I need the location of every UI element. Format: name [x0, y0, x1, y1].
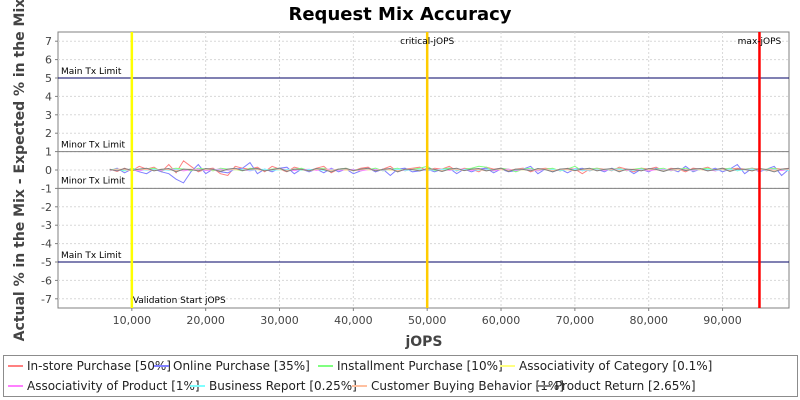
x-tick-label: 80,000: [629, 314, 668, 327]
legend-swatch: [154, 365, 169, 367]
legend-item: Online Purchase [35%]: [154, 358, 310, 374]
legend-label: Associativity of Category [0.1%]: [519, 359, 713, 373]
vertical-marker-label: max-jOPS: [738, 37, 782, 47]
y-tick-label: 7: [45, 35, 52, 48]
horizontal-marker-label: Minor Tx Limit: [61, 176, 126, 186]
legend-swatch: [536, 385, 551, 387]
legend-item: Associativity of Category [0.1%]: [500, 358, 712, 374]
x-tick-label: 90,000: [703, 314, 742, 327]
vertical-marker-label: Validation Start jOPS: [133, 296, 226, 306]
y-tick-label: -3: [41, 219, 52, 232]
axes: -7 -6 -5 -4 -3 -2 -1 0 1 2 3 4 5 6 7 10,000 20,000 30,000…: [41, 35, 742, 327]
y-tick-label: 5: [45, 72, 52, 85]
legend: In-store Purchase [50%] Online Purchase […: [3, 355, 798, 397]
x-tick-label: 20,000: [186, 314, 225, 327]
legend-label: Online Purchase [35%]: [173, 359, 310, 373]
legend-item: Installment Purchase [10%]: [318, 358, 503, 374]
x-axis-label: jOPS: [404, 334, 442, 350]
y-axis-label: Actual % in the Mix - Expected % in the …: [12, 0, 28, 341]
series-line: [109, 167, 790, 173]
legend-label: Associativity of Product [1%]: [27, 379, 200, 393]
x-tick-label: 50,000: [408, 314, 447, 327]
vertical-markers: Validation Start jOPS critical-jOPS max-jO…: [130, 32, 782, 308]
legend-label: In-store Purchase [50%]: [27, 359, 171, 373]
legend-item: Customer Buying Behavior [1%]: [352, 378, 564, 394]
y-tick-label: -1: [41, 182, 52, 195]
y-tick-label: 3: [45, 109, 52, 122]
legend-swatch: [318, 365, 333, 367]
chart-title: Request Mix Accuracy: [288, 4, 511, 25]
y-tick-label: 1: [45, 146, 52, 159]
legend-swatch: [8, 365, 23, 367]
legend-label: Installment Purchase [10%]: [337, 359, 503, 373]
series-lines: [109, 160, 790, 184]
x-tick-label: 70,000: [556, 314, 595, 327]
x-tick-label: 40,000: [334, 314, 373, 327]
horizontal-marker-label: Main Tx Limit: [61, 251, 122, 261]
chart-canvas: Request Mix Accuracy Main Tx Limit Minor …: [12, 0, 790, 350]
y-tick-label: -2: [41, 201, 52, 214]
y-tick-label: -5: [41, 256, 52, 269]
y-tick-label: 6: [45, 54, 52, 67]
x-tick-label: 10,000: [113, 314, 152, 327]
legend-swatch: [500, 365, 515, 367]
y-tick-label: -6: [41, 274, 52, 287]
y-tick-label: 2: [45, 127, 52, 140]
legend-label: Customer Buying Behavior [1%]: [371, 379, 564, 393]
legend-item: Business Report [0.25%]: [190, 378, 357, 394]
legend-item: Product Return [2.65%]: [536, 378, 696, 394]
legend-item: Associativity of Product [1%]: [8, 378, 200, 394]
horizontal-marker-label: Minor Tx Limit: [61, 141, 126, 151]
y-tick-label: 0: [45, 164, 52, 177]
x-tick-label: 30,000: [260, 314, 299, 327]
y-tick-label: -4: [41, 238, 52, 251]
legend-item: In-store Purchase [50%]: [8, 358, 171, 374]
x-tick-label: 60,000: [482, 314, 521, 327]
legend-swatch: [8, 385, 23, 387]
horizontal-markers: Main Tx Limit Minor Tx Limit Minor Tx Limi…: [58, 67, 789, 263]
legend-label: Product Return [2.65%]: [555, 379, 696, 393]
y-tick-label: 4: [45, 90, 52, 103]
legend-swatch: [190, 385, 205, 387]
horizontal-marker-label: Main Tx Limit: [61, 67, 122, 77]
vertical-marker-label: critical-jOPS: [400, 37, 454, 47]
legend-swatch: [352, 385, 367, 387]
legend-label: Business Report [0.25%]: [209, 379, 357, 393]
y-tick-label: -7: [41, 293, 52, 306]
